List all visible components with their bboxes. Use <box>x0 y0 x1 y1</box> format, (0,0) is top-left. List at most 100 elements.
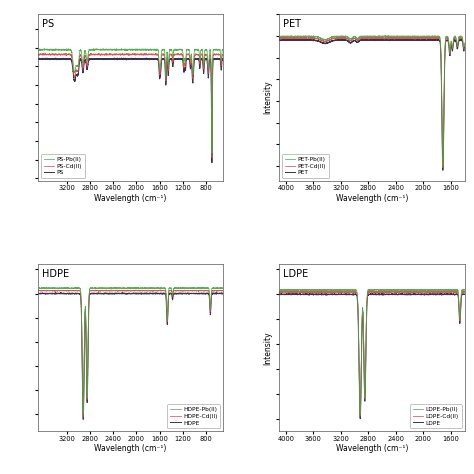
PET <box>347 40 353 46</box>
PS <box>114 56 120 62</box>
HDPE-Cd(II) <box>56 288 62 293</box>
PET-Cd(II) <box>309 35 314 41</box>
LDPE <box>276 292 282 298</box>
X-axis label: Wavelength (cm⁻¹): Wavelength (cm⁻¹) <box>94 444 167 453</box>
LDPE-Pb(II) <box>309 287 314 292</box>
HDPE-Pb(II) <box>217 285 223 291</box>
X-axis label: Wavelength (cm⁻¹): Wavelength (cm⁻¹) <box>94 194 167 203</box>
LDPE <box>347 292 353 297</box>
LDPE <box>297 292 303 297</box>
HDPE-Cd(II) <box>35 288 41 293</box>
PET-Cd(II) <box>347 37 353 43</box>
HDPE <box>197 291 203 296</box>
LDPE-Cd(II) <box>309 289 314 295</box>
Line: HDPE-Pb(II): HDPE-Pb(II) <box>38 288 223 414</box>
PS <box>197 65 203 71</box>
HDPE-Pb(II) <box>35 285 41 291</box>
PS-Pb(II) <box>106 47 112 53</box>
HDPE <box>217 291 223 296</box>
LDPE <box>309 292 314 297</box>
PS-Pb(II) <box>56 47 62 53</box>
LDPE-Cd(II) <box>357 413 363 419</box>
PET <box>297 37 303 43</box>
PET-Pb(II) <box>356 35 361 41</box>
PS <box>114 55 120 61</box>
Line: LDPE-Cd(II): LDPE-Cd(II) <box>279 291 465 416</box>
PET <box>458 37 464 43</box>
Line: HDPE-Cd(II): HDPE-Cd(II) <box>38 290 223 417</box>
PET-Pb(II) <box>440 164 446 169</box>
PS <box>67 55 73 61</box>
PS-Cd(II) <box>56 52 62 57</box>
X-axis label: Wavelength (cm⁻¹): Wavelength (cm⁻¹) <box>336 194 408 203</box>
PS-Cd(II) <box>42 51 48 56</box>
Line: PET-Cd(II): PET-Cd(II) <box>279 37 465 168</box>
X-axis label: Wavelength (cm⁻¹): Wavelength (cm⁻¹) <box>336 444 408 453</box>
PS <box>106 56 112 62</box>
PET-Pb(II) <box>462 40 467 46</box>
LDPE <box>411 291 417 296</box>
LDPE-Cd(II) <box>438 289 444 294</box>
PET-Pb(II) <box>438 51 444 57</box>
PET-Cd(II) <box>276 35 282 41</box>
HDPE <box>81 417 86 422</box>
Line: PET: PET <box>279 40 465 170</box>
PET-Cd(II) <box>297 35 303 41</box>
PS-Pb(II) <box>100 46 106 52</box>
HDPE-Pb(II) <box>106 285 112 291</box>
PET-Pb(II) <box>347 36 353 42</box>
PS-Pb(II) <box>197 56 203 62</box>
PS <box>56 56 62 62</box>
LDPE <box>357 416 363 421</box>
LDPE-Pb(II) <box>297 287 303 293</box>
PS-Pb(II) <box>114 47 120 53</box>
Legend: PS-Pb(II), PS-Cd(II), PS: PS-Pb(II), PS-Cd(II), PS <box>41 154 85 178</box>
PS <box>209 160 215 165</box>
PET <box>440 167 446 173</box>
PS-Cd(II) <box>220 52 226 57</box>
HDPE-Pb(II) <box>114 285 120 291</box>
PET <box>356 39 361 45</box>
Line: LDPE: LDPE <box>279 293 465 419</box>
Text: PET: PET <box>283 19 301 29</box>
Text: PS: PS <box>42 19 54 29</box>
HDPE-Cd(II) <box>81 414 86 419</box>
HDPE-Cd(II) <box>67 288 73 293</box>
PET-Cd(II) <box>438 53 444 58</box>
PS-Pb(II) <box>209 150 215 156</box>
HDPE-Pb(II) <box>81 411 86 417</box>
PET-Cd(II) <box>462 42 467 47</box>
LDPE <box>462 292 467 297</box>
PS <box>217 56 223 62</box>
PET-Cd(II) <box>356 37 361 43</box>
LDPE-Cd(II) <box>297 289 303 295</box>
PET-Cd(II) <box>458 36 464 41</box>
HDPE <box>56 291 62 296</box>
PET <box>360 37 366 43</box>
PET-Pb(II) <box>430 33 436 38</box>
LDPE <box>356 317 361 322</box>
LDPE <box>458 300 464 305</box>
LDPE-Pb(II) <box>356 315 361 320</box>
HDPE-Cd(II) <box>106 288 112 293</box>
HDPE-Pb(II) <box>220 285 226 291</box>
HDPE-Pb(II) <box>67 286 73 292</box>
LDPE-Cd(II) <box>276 289 282 295</box>
HDPE <box>220 291 226 296</box>
PS-Cd(II) <box>209 155 215 161</box>
LDPE-Cd(II) <box>296 288 301 294</box>
LDPE-Pb(II) <box>458 295 464 301</box>
Y-axis label: Intensity: Intensity <box>263 81 272 114</box>
Legend: PET-Pb(II), PET-Cd(II), PET: PET-Pb(II), PET-Cd(II), PET <box>282 154 329 178</box>
HDPE-Cd(II) <box>197 288 203 293</box>
PET <box>462 44 467 50</box>
Line: PS: PS <box>38 58 223 163</box>
PET <box>309 37 314 43</box>
LDPE-Pb(II) <box>276 287 282 292</box>
HDPE <box>67 291 73 296</box>
HDPE <box>114 291 120 296</box>
PET-Cd(II) <box>440 165 446 171</box>
HDPE <box>106 290 112 296</box>
PET-Cd(II) <box>300 35 306 40</box>
PET-Pb(II) <box>458 33 464 39</box>
